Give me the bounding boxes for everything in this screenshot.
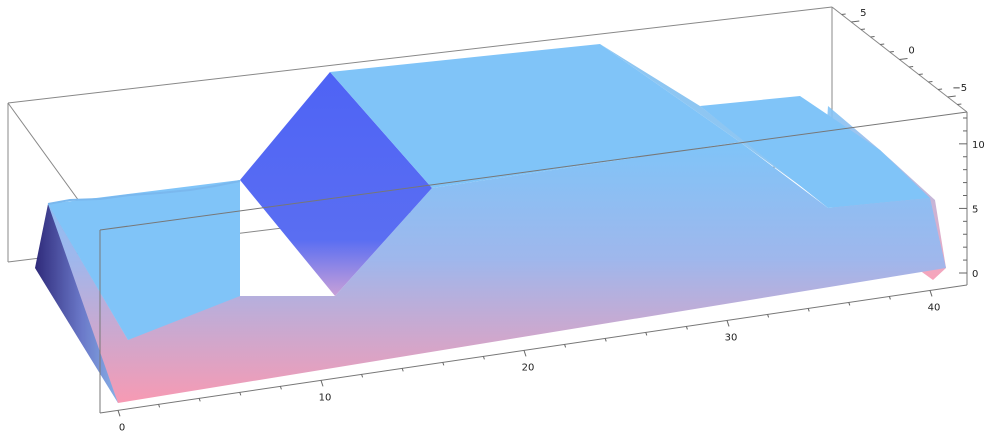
x-axis-tick	[320, 380, 324, 387]
surface	[35, 44, 946, 403]
frame-front	[99, 111, 968, 414]
y-axis-tick	[889, 51, 894, 53]
x-axis-tick	[442, 362, 445, 366]
y-axis-tick	[841, 13, 846, 15]
x-axis-tick	[645, 332, 648, 336]
x-axis-tick	[361, 374, 364, 378]
x-tick-label: 20	[522, 362, 535, 373]
surface-top-right-plateau	[700, 96, 930, 208]
x-axis-tick	[198, 398, 201, 402]
y-axis-tick	[909, 66, 914, 68]
x-tick-label: 30	[725, 332, 738, 343]
y-axis-tick	[947, 95, 956, 98]
y-axis: 5 0 −5	[841, 8, 967, 105]
y-axis-tick	[899, 58, 908, 60]
x-axis-tick	[564, 344, 567, 348]
x-axis-tick	[279, 386, 282, 390]
z-tick-label: 0	[972, 269, 978, 280]
y-tick-label: 5	[860, 8, 866, 19]
x-axis-tick	[767, 314, 770, 318]
x-tick-label: 0	[119, 422, 125, 433]
x-axis-tick	[807, 308, 810, 312]
x-axis-tick	[401, 368, 404, 372]
x-axis-tick	[239, 392, 242, 396]
frame-edge-front-bottom	[99, 284, 968, 414]
y-axis-tick	[860, 28, 865, 30]
x-axis-tick	[158, 404, 161, 408]
surface-ramp-up	[240, 72, 432, 296]
z-tick-label: 10	[972, 140, 985, 151]
x-axis-tick	[604, 338, 607, 342]
surface-crest-ripple	[47, 180, 241, 205]
x-axis-tick	[117, 410, 121, 417]
x-tick-label: 40	[928, 302, 941, 313]
x-axis-tick	[482, 356, 485, 360]
surface-top-plateau	[330, 44, 740, 188]
z-axis: 10 5 0	[959, 117, 985, 280]
surface-top-left-plateau	[48, 180, 240, 340]
y-axis-tick	[918, 73, 923, 75]
y-axis-tick	[957, 103, 962, 105]
x-axis-tick	[848, 302, 851, 306]
x-axis-tick	[726, 320, 730, 327]
x-axis-tick	[929, 290, 933, 297]
x-tick-label: 10	[319, 392, 332, 403]
z-tick-label: 5	[972, 204, 978, 215]
x-axis-tick	[685, 326, 688, 330]
x-axis: 0 10 20 30 40	[117, 290, 941, 433]
frame-edge-front-top	[99, 111, 968, 231]
x-axis-tick	[888, 296, 891, 300]
surface-front-face	[48, 142, 946, 403]
y-axis-tick	[880, 43, 885, 45]
y-axis-tick	[870, 36, 875, 38]
x-axis-tick	[523, 350, 527, 357]
y-axis-tick	[938, 88, 943, 90]
y-tick-label: −5	[952, 83, 967, 94]
y-axis-tick	[928, 81, 933, 83]
y-axis-tick	[851, 20, 860, 23]
y-tick-label: 0	[908, 46, 914, 57]
frame-edge-back-top	[7, 6, 833, 104]
